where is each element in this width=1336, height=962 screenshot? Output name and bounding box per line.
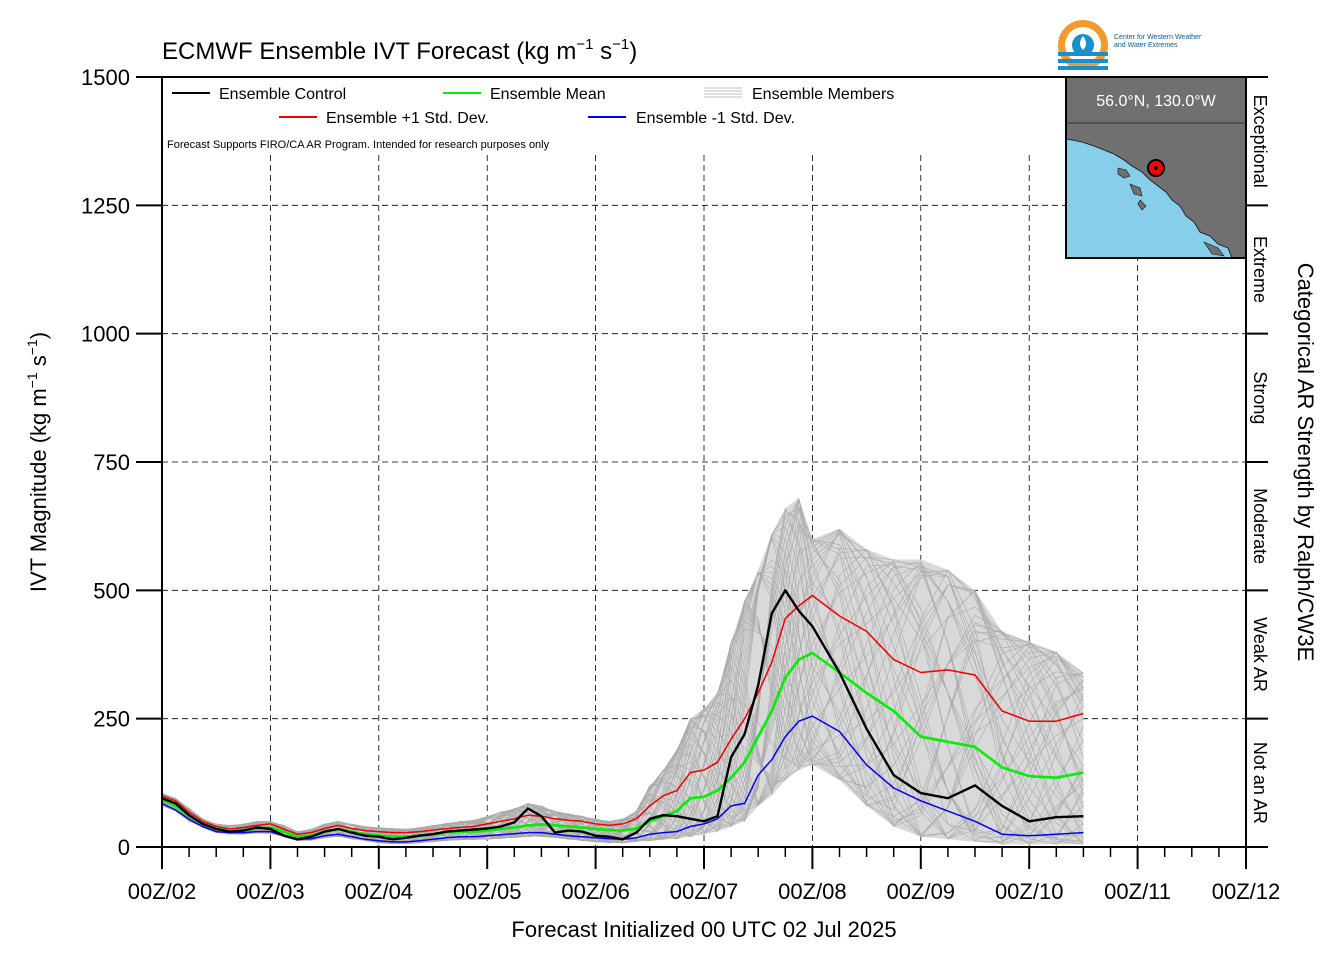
y-tick-label: 500	[93, 578, 130, 603]
ensemble-envelope	[162, 497, 1084, 845]
series-line-ensemble-mean	[161, 651, 1084, 838]
series-line-ensemble-control	[161, 589, 1084, 841]
x-tick-label: 00Z/08	[778, 879, 847, 904]
legend-swatch-members	[704, 87, 742, 98]
legend-label-mean: Ensemble Mean	[490, 86, 606, 103]
series-lines	[161, 589, 1084, 843]
category-label: Moderate	[1250, 488, 1270, 564]
y-tick-label: 0	[118, 835, 130, 860]
y-tick-label: 1250	[81, 193, 130, 218]
legend-label-minus: Ensemble -1 Std. Dev.	[636, 110, 795, 127]
inset-map-location-dot	[1154, 166, 1158, 170]
x-tick-label: 00Z/04	[345, 879, 414, 904]
y-tick-label: 1500	[81, 65, 130, 90]
x-tick-label: 00Z/03	[236, 879, 305, 904]
category-label: Weak AR	[1250, 617, 1270, 692]
y-axis-label: IVT Magnitude (kg m−1 s−1)	[24, 332, 51, 592]
category-label: Exceptional	[1250, 95, 1270, 188]
inset-map-location-label: 56.0°N, 130.0°W	[1096, 93, 1216, 110]
x-tick-label: 00Z/07	[670, 879, 739, 904]
chart-title: ECMWF Ensemble IVT Forecast (kg m−1 s−1)	[162, 36, 637, 65]
category-label: Not an AR	[1250, 742, 1270, 824]
y-tick-label: 250	[93, 707, 130, 732]
cw3e-logo-line1: Center for Western Weather	[1114, 34, 1202, 41]
legend-label-plus: Ensemble +1 Std. Dev.	[326, 110, 489, 127]
category-label: Strong	[1250, 371, 1270, 424]
right-axis-label: Categorical AR Strength by Ralph/CW3E	[1293, 263, 1318, 662]
legend-label-control: Ensemble Control	[219, 86, 346, 103]
legend-label-members: Ensemble Members	[752, 86, 894, 103]
grid-lines	[162, 155, 1246, 847]
cw3e-logo-text: Center for Western Weather and Water Ext…	[1114, 34, 1201, 50]
disclaimer-text: Forecast Supports FIRO/CA AR Program. In…	[167, 139, 550, 151]
inset-map-islands	[1117, 167, 1225, 257]
legend: Ensemble Control Ensemble Mean Ensemble …	[172, 86, 894, 127]
category-label: Extreme	[1250, 236, 1270, 303]
cw3e-logo-line2: and Water Extremes	[1114, 42, 1178, 49]
x-tick-label: 00Z/11	[1104, 879, 1171, 904]
x-tick-label: 00Z/02	[128, 879, 197, 904]
cw3e-logo: Center for Western Weather and Water Ext…	[1058, 18, 1258, 74]
x-axis-label: Forecast Initialized 00 UTC 02 Jul 2025	[511, 917, 896, 942]
x-tick-label: 00Z/09	[887, 879, 956, 904]
x-tick-label: 00Z/10	[995, 879, 1064, 904]
plot-frame	[161, 76, 1247, 848]
cw3e-logo-icon	[1058, 20, 1108, 70]
inset-map-frame	[1065, 76, 1247, 259]
inset-map: 56.0°N, 130.0°W	[1065, 76, 1247, 259]
axes: 0 250 500 750 1000 1250 1500 Not an AR Weak AR Mo…	[81, 65, 1280, 904]
series-line-ensemble-1-std-dev-	[161, 594, 1084, 835]
y-tick-label: 750	[93, 450, 130, 475]
x-tick-label: 00Z/06	[561, 879, 630, 904]
y-tick-label: 1000	[81, 322, 130, 347]
x-tick-label: 00Z/05	[453, 879, 522, 904]
x-tick-label: 00Z/12	[1212, 879, 1281, 904]
